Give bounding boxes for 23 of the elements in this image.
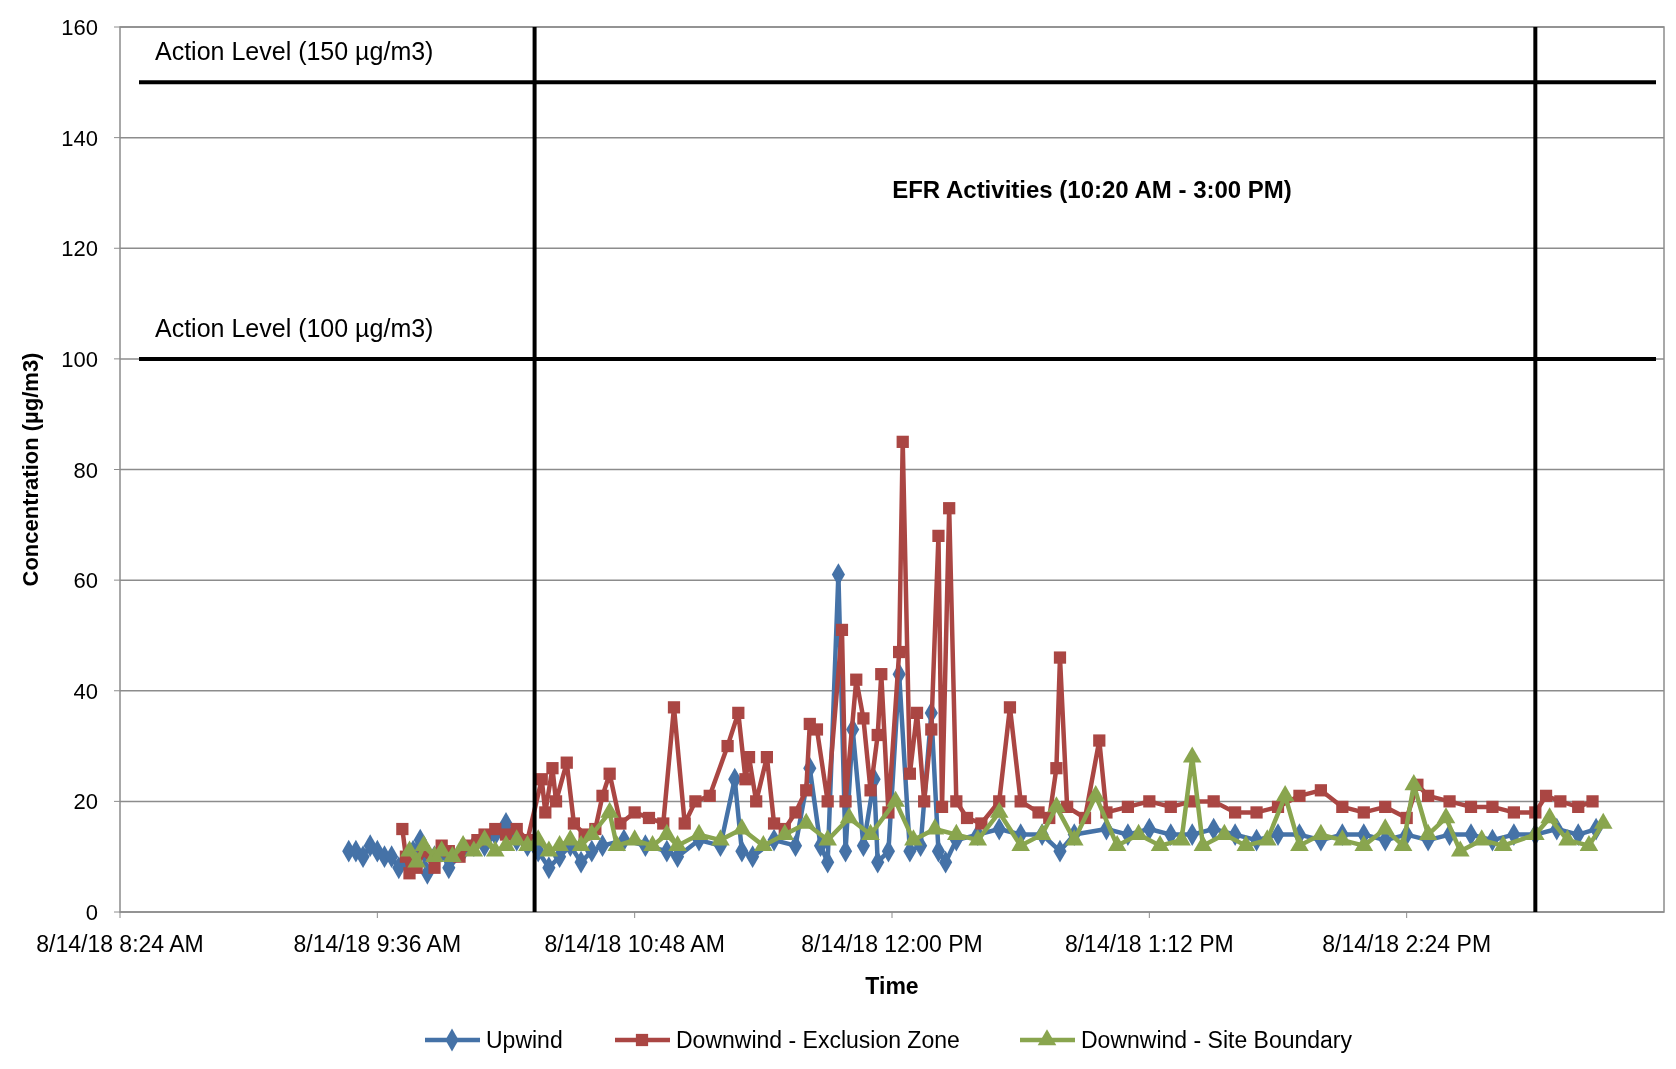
y-tick-label: 140 bbox=[61, 125, 98, 151]
y-tick-label: 60 bbox=[73, 568, 98, 594]
y-tick-label: 120 bbox=[61, 236, 98, 262]
y-tick-label: 0 bbox=[85, 900, 98, 925]
legend-label: Downwind - Exclusion Zone bbox=[676, 1027, 960, 1053]
x-tick-label: 8/14/18 12:00 PM bbox=[801, 931, 983, 957]
y-tick-label: 80 bbox=[73, 457, 98, 483]
annotation: EFR Activities (10:20 AM - 3:00 PM) bbox=[892, 176, 1292, 203]
y-axis-title: Concentration (µg/m3) bbox=[18, 352, 43, 587]
x-tick-label: 8/14/18 9:36 AM bbox=[293, 931, 462, 957]
ref-line-label: Action Level (100 µg/m3) bbox=[155, 313, 434, 342]
x-axis-title: Time bbox=[865, 973, 919, 999]
x-tick-label: 8/14/18 2:24 PM bbox=[1322, 931, 1492, 957]
y-tick-label: 40 bbox=[73, 678, 98, 704]
x-tick-label: 8/14/18 10:48 AM bbox=[544, 931, 725, 957]
legend-label: Downwind - Site Boundary bbox=[1081, 1027, 1353, 1053]
x-tick-label: 8/14/18 8:24 AM bbox=[36, 931, 204, 957]
y-tick-label: 160 bbox=[61, 15, 98, 40]
x-tick-label: 8/14/18 1:12 PM bbox=[1064, 931, 1234, 957]
y-tick-label: 20 bbox=[73, 789, 98, 815]
ref-line-label: Action Level (150 µg/m3) bbox=[155, 37, 434, 66]
legend-label: Upwind bbox=[486, 1027, 563, 1053]
y-tick-label: 100 bbox=[61, 346, 98, 372]
